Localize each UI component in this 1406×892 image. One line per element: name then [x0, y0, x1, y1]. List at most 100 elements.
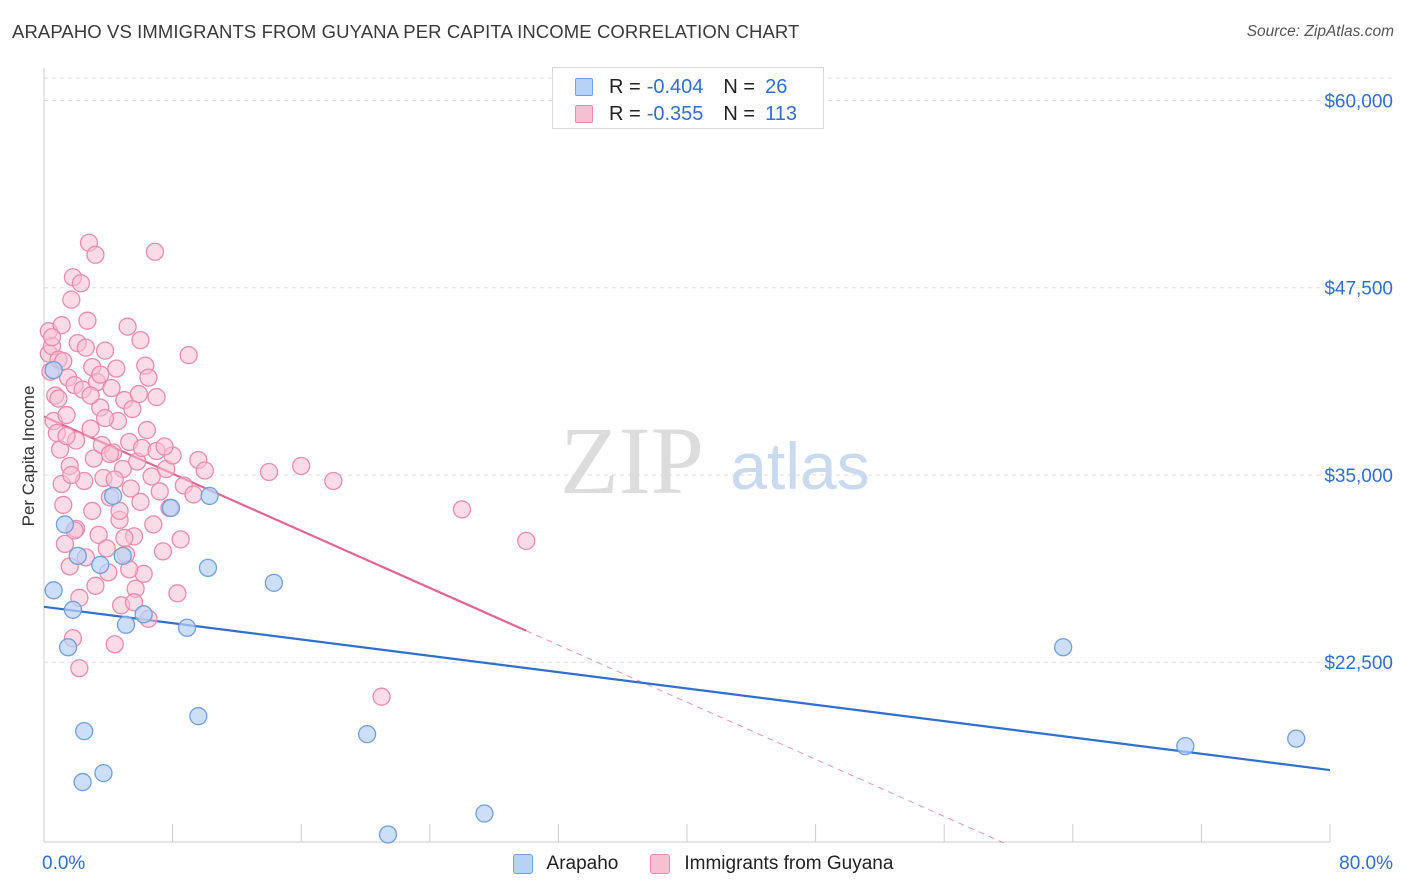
data-point-guyana	[52, 316, 71, 335]
watermark-atlas: atlas	[730, 429, 869, 503]
trend-line-arapaho	[43, 605, 1331, 772]
data-point-guyana	[76, 338, 95, 357]
data-point-guyana	[57, 426, 76, 446]
series-immigrants-from-guyana	[39, 233, 536, 706]
data-point-guyana	[324, 471, 343, 491]
series-arapaho	[44, 360, 1306, 844]
data-point-arapaho	[94, 763, 113, 783]
data-point-arapaho	[161, 498, 181, 518]
data-point-arapaho	[378, 825, 398, 844]
y-tick-label: $35,000	[1324, 466, 1393, 487]
y-tick-label: $60,000	[1324, 91, 1393, 112]
n-value: 26	[765, 75, 788, 98]
data-point-arapaho	[475, 804, 494, 823]
legend-label: Arapaho	[546, 853, 619, 874]
data-point-guyana	[184, 485, 203, 504]
data-point-guyana	[78, 311, 97, 330]
data-point-arapaho	[44, 581, 63, 600]
data-point-guyana	[86, 245, 105, 264]
legend-label: Immigrants from Guyana	[684, 853, 894, 874]
data-point-guyana	[54, 495, 73, 515]
data-point-guyana	[55, 534, 75, 554]
data-point-guyana	[179, 345, 198, 365]
y-axis-label: Per Capita Income	[19, 386, 38, 527]
axes	[43, 68, 1331, 843]
trend-line-guyana	[43, 415, 527, 632]
data-point-arapaho	[198, 558, 218, 578]
data-point-guyana	[153, 542, 173, 561]
r-value: -0.404	[646, 75, 704, 98]
data-point-guyana	[49, 389, 68, 408]
trend-line-guyana-extension	[526, 630, 1009, 846]
data-point-guyana	[155, 437, 174, 456]
n-label: N =	[723, 102, 756, 125]
data-point-arapaho	[63, 600, 83, 619]
data-point-guyana	[147, 387, 166, 407]
data-point-guyana	[124, 593, 144, 612]
data-point-guyana	[81, 419, 100, 438]
data-point-guyana	[452, 500, 472, 519]
data-point-guyana	[107, 359, 126, 378]
data-point-guyana	[89, 525, 108, 545]
data-point-guyana	[121, 479, 140, 498]
legend-swatch-blue	[512, 854, 533, 874]
data-point-guyana	[115, 528, 134, 548]
data-point-guyana	[91, 365, 110, 384]
data-point-guyana	[42, 328, 62, 347]
data-point-guyana	[517, 531, 536, 551]
data-point-guyana	[131, 331, 150, 350]
data-point-arapaho	[177, 618, 197, 637]
data-point-arapaho	[75, 721, 94, 741]
x-tick-label: 0.0%	[42, 853, 85, 874]
data-point-guyana	[95, 408, 115, 428]
data-point-arapaho	[116, 615, 136, 634]
data-point-guyana	[150, 482, 169, 501]
data-point-guyana	[195, 461, 214, 480]
data-point-arapaho	[1054, 638, 1073, 657]
data-point-guyana	[139, 368, 158, 387]
data-point-guyana	[145, 242, 165, 261]
data-point-guyana	[70, 659, 89, 678]
data-point-arapaho	[357, 724, 377, 744]
data-point-guyana	[81, 386, 100, 405]
stats-legend: R = -0.404 N = 26 R = -0.355 N = 113	[552, 67, 824, 129]
data-point-guyana	[105, 470, 124, 489]
data-point-guyana	[129, 384, 148, 404]
data-point-arapaho	[264, 573, 284, 592]
data-point-arapaho	[58, 638, 78, 657]
legend-item-arapaho[interactable]: Arapaho	[512, 853, 619, 875]
data-point-guyana	[62, 290, 81, 309]
data-point-guyana	[142, 467, 161, 486]
data-point-arapaho	[55, 515, 75, 534]
legend-swatch-blue	[575, 78, 593, 96]
y-tick-label: $47,500	[1324, 279, 1393, 300]
data-point-guyana	[105, 635, 124, 654]
data-point-guyana	[292, 456, 311, 476]
r-label: R =	[609, 75, 641, 98]
data-point-guyana	[95, 341, 115, 360]
r-label: R =	[609, 102, 641, 125]
data-point-guyana	[71, 274, 91, 293]
legend-swatch-pink	[575, 105, 593, 123]
data-point-arapaho	[44, 360, 63, 380]
data-point-guyana	[137, 420, 157, 440]
data-point-guyana	[57, 405, 76, 425]
data-point-guyana	[102, 378, 121, 398]
stats-row-arapaho: R = -0.404 N = 26	[575, 76, 787, 98]
chart-title: ARAPAHO VS IMMIGRANTS FROM GUYANA PER CA…	[12, 21, 800, 42]
watermark: ZIP atlas	[560, 407, 870, 514]
data-point-arapaho	[91, 555, 110, 575]
data-point-arapaho	[113, 546, 132, 566]
r-value: -0.355	[646, 102, 704, 125]
data-point-guyana	[118, 317, 137, 336]
legend-item-guyana[interactable]: Immigrants from Guyana	[650, 853, 893, 875]
data-point-guyana	[100, 444, 120, 464]
watermark-zip: ZIP	[560, 407, 704, 514]
series-legend: Arapaho Immigrants from Guyana	[0, 852, 1406, 876]
data-point-guyana	[97, 539, 116, 558]
data-point-arapaho	[68, 546, 87, 566]
data-point-arapaho	[189, 707, 208, 726]
data-point-guyana	[131, 492, 150, 512]
x-tick-label: 80.0%	[1339, 853, 1393, 874]
